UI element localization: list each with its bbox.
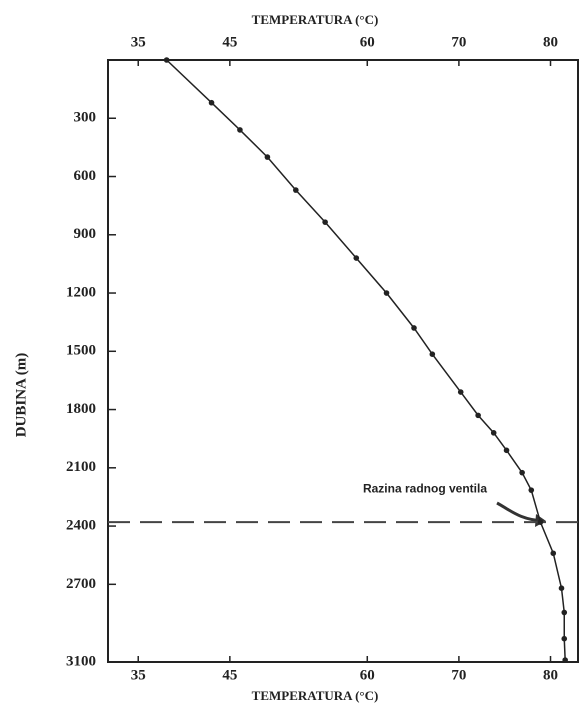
data-point (475, 412, 481, 419)
y-tick-label: 2400 (66, 518, 96, 534)
y-tick-label: 1200 (66, 284, 96, 300)
y-tick-label: 3100 (66, 653, 96, 669)
data-point (411, 325, 417, 331)
data-point (264, 154, 271, 160)
y-tick-label: 2100 (66, 459, 96, 475)
x-tick-label-bottom: 45 (222, 667, 237, 683)
data-point (293, 187, 299, 193)
data-point (561, 609, 568, 616)
y-tick-label: 900 (74, 226, 97, 242)
data-point (519, 469, 525, 476)
y-tick-label: 1800 (66, 401, 96, 417)
data-point (429, 351, 436, 358)
data-point (550, 550, 557, 557)
x-tick-label-bottom: 70 (451, 667, 466, 683)
data-point (490, 430, 497, 436)
data-point (537, 519, 544, 525)
x-tick-label-bottom: 60 (360, 667, 375, 683)
x-tick-label-top: 60 (360, 34, 375, 50)
y-tick-label: 2700 (66, 576, 96, 592)
data-point (528, 487, 535, 493)
data-point (353, 255, 360, 261)
y-tick-label: 1500 (66, 343, 96, 359)
x-tick-label-top: 35 (131, 34, 146, 50)
data-point (457, 389, 464, 395)
plot-frame (107, 59, 579, 663)
profile-line (166, 59, 566, 661)
x-axis-title-bottom: TEMPERATURA (°C) (252, 688, 379, 703)
data-point (503, 447, 510, 454)
x-axis-title-top: TEMPERATURA (°C) (252, 12, 379, 27)
data-point (383, 290, 390, 296)
x-tick-label-bottom: 80 (543, 667, 558, 683)
data-point (208, 99, 215, 106)
y-tick-label: 600 (74, 168, 97, 184)
x-tick-label-top: 45 (222, 34, 237, 50)
y-axis-title: DUBINA (m) (13, 353, 29, 438)
data-point (163, 57, 170, 63)
y-tick-label: 300 (74, 110, 97, 126)
data-point (561, 635, 568, 642)
x-tick-label-top: 80 (543, 34, 558, 50)
x-tick-label-bottom: 35 (131, 667, 146, 683)
data-point (322, 219, 328, 225)
data-point (237, 127, 243, 133)
data-point (558, 585, 565, 592)
annotation-label: Razina radnog ventila (363, 481, 487, 495)
x-tick-label-top: 70 (451, 34, 466, 50)
data-point (562, 657, 568, 663)
